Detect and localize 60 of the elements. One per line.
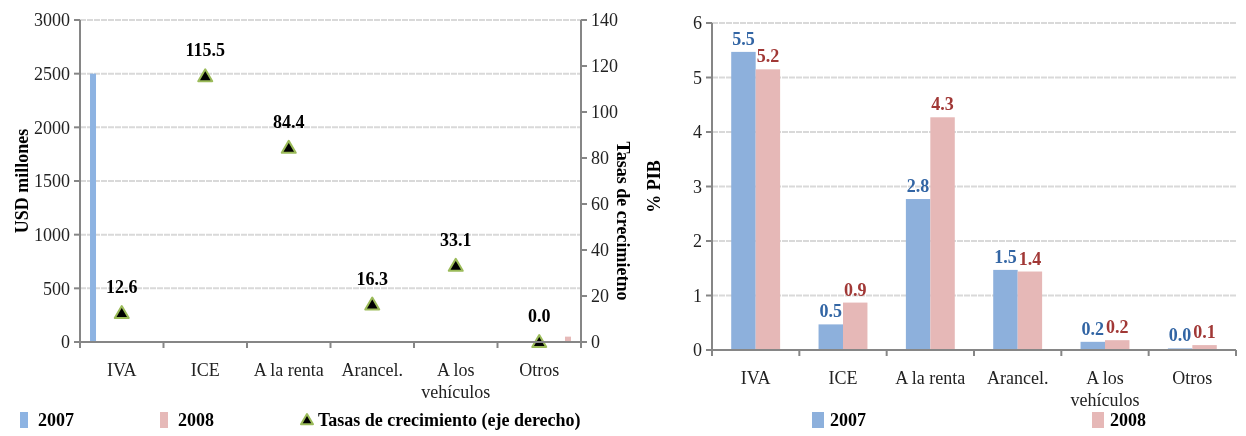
x-tick-label: ICE (828, 368, 858, 388)
y-tick-label: 0 (693, 340, 702, 361)
data-label: 84.4 (273, 111, 305, 132)
data-label: 5.5 (732, 28, 755, 49)
data-label: 0.0 (1168, 325, 1192, 346)
x-tick-label: IVA (106, 360, 137, 380)
y2-tick-label: 60 (591, 194, 609, 215)
legend-label: 2008 (178, 410, 214, 430)
y2-tick-label: 120 (591, 56, 618, 77)
x-tick-label: Otros (519, 360, 560, 380)
data-label: 5.2 (756, 46, 780, 67)
x-tick-label: A los vehículos (1070, 368, 1140, 410)
data-label: 2.8 (906, 176, 930, 197)
data-label: 0.1 (1193, 322, 1216, 343)
y-tick-label: 0 (61, 332, 70, 353)
y-tick-label: 3000 (34, 10, 70, 31)
x-tick-label: ICE (190, 360, 220, 380)
x-tick-label: A la renta (895, 368, 966, 388)
legend-label: 2007 (38, 410, 74, 430)
data-label: 1.4 (1018, 248, 1042, 269)
data-label: 1.5 (994, 246, 1017, 267)
x-tick-label: IVA (740, 368, 771, 388)
y-axis-title: % PIB (644, 160, 664, 213)
y-tick-label: 4 (693, 122, 702, 143)
x-tick-label: A los vehículos (421, 360, 491, 402)
data-label: 4.3 (931, 94, 954, 115)
legend-label: Tasas de crecimiento (eje derecho) (318, 410, 581, 431)
y-axis-title: USD millones (12, 128, 32, 234)
data-label: 12.6 (106, 277, 138, 298)
data-label: 0.0 (528, 306, 551, 326)
data-label: 0.2 (1081, 318, 1105, 339)
data-label: 33.1 (440, 229, 472, 250)
x-tick-label: Arancel. (341, 360, 403, 380)
y-tick-label: 2 (693, 231, 702, 252)
y-tick-label: 6 (693, 13, 702, 34)
y-tick-label: 2000 (34, 117, 70, 138)
data-label: 0.5 (819, 301, 843, 322)
y2-tick-label: 40 (591, 240, 609, 261)
y2-axis-title: Tasas de crecimietno (613, 141, 633, 301)
data-label: 115.5 (185, 40, 226, 61)
y-tick-label: 3 (693, 176, 702, 197)
data-label: 16.3 (356, 268, 388, 289)
y-tick-label: 1000 (34, 224, 70, 245)
x-tick-label: Otros (1172, 368, 1213, 388)
y-tick-label: 2500 (34, 63, 70, 84)
y2-tick-label: 80 (591, 148, 609, 169)
y-tick-label: 5 (693, 67, 702, 88)
y2-tick-label: 20 (591, 286, 609, 307)
y-tick-label: 1500 (34, 171, 70, 192)
legend-label: 2008 (1110, 410, 1146, 430)
y2-tick-label: 100 (591, 102, 618, 123)
x-tick-label: Arancel. (986, 368, 1049, 388)
legend-label: 2007 (830, 410, 866, 430)
y-tick-label: 500 (43, 278, 70, 299)
y2-tick-label: 140 (591, 10, 618, 31)
y2-tick-label: 0 (591, 332, 600, 353)
y-tick-label: 1 (693, 285, 702, 306)
data-label: 0.9 (843, 279, 867, 300)
data-label: 0.2 (1105, 317, 1129, 338)
x-tick-label: A la renta (253, 360, 324, 380)
